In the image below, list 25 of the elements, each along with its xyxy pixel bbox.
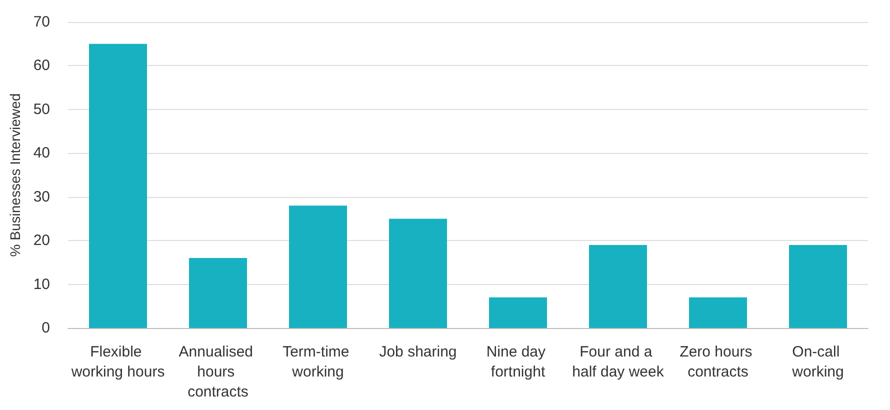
bar bbox=[189, 258, 247, 328]
y-tick-label: 40 bbox=[33, 144, 50, 162]
y-tick-label: 20 bbox=[33, 232, 50, 250]
bar bbox=[289, 206, 347, 328]
y-tick-label: 60 bbox=[33, 57, 50, 74]
bar bbox=[389, 218, 447, 328]
x-tick-label: On-call working bbox=[791, 344, 844, 380]
bar bbox=[689, 297, 747, 328]
y-tick-label: 30 bbox=[33, 188, 50, 206]
y-tick-label: 0 bbox=[42, 320, 50, 336]
bar bbox=[789, 244, 847, 328]
x-tick-label: Term-time working bbox=[282, 344, 354, 380]
x-tick-label: Four and a half day week bbox=[572, 344, 664, 380]
y-tick-label: 70 bbox=[33, 14, 50, 30]
bar bbox=[589, 244, 647, 328]
y-axis-title: % Businesses Interviewed bbox=[7, 93, 23, 257]
x-tick-label: Job sharing bbox=[379, 344, 457, 360]
y-tick-label: 50 bbox=[33, 100, 50, 118]
x-tick-label: Annualised hours contracts bbox=[178, 344, 258, 400]
bar bbox=[89, 44, 147, 328]
y-tick-label: 10 bbox=[33, 276, 50, 293]
x-tick-label: Flexible working hours bbox=[70, 344, 165, 380]
x-tick-label: Nine day fortnight bbox=[486, 344, 550, 380]
bar bbox=[489, 297, 547, 328]
x-tick-label: Zero hours contracts bbox=[680, 344, 756, 380]
